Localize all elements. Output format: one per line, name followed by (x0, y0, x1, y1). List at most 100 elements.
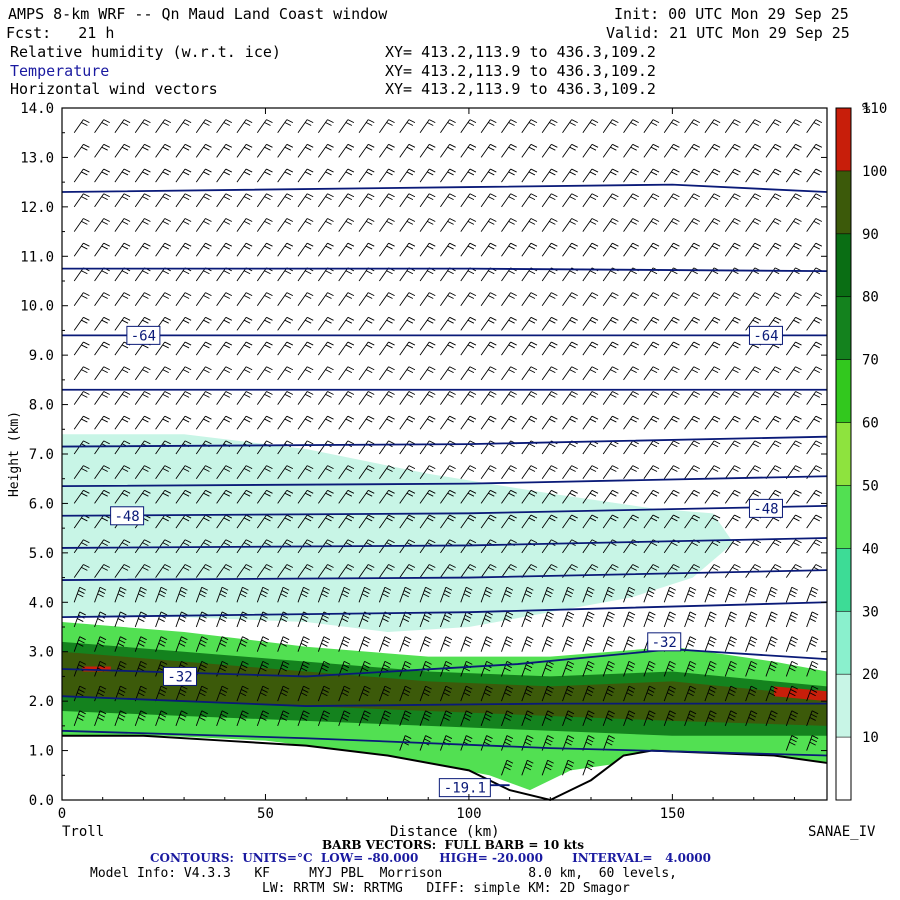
wind-barb-feather (284, 468, 292, 472)
wind-barb-feather (384, 685, 392, 690)
wind-barb (704, 218, 721, 232)
wind-barb (501, 143, 517, 158)
wind-barb-shaft (643, 490, 654, 504)
wind-barb (562, 710, 575, 727)
wind-barb-shaft (663, 218, 674, 232)
wind-barb-feather (203, 220, 210, 225)
wind-barb-shaft (643, 391, 654, 405)
wind-barb (785, 685, 798, 702)
wind-barb-feather (608, 636, 615, 641)
wind-barb-feather (447, 418, 454, 423)
forecast-hour: Fcst: 21 h (6, 24, 115, 42)
wind-barb-feather (425, 685, 432, 690)
wind-barb (643, 292, 660, 306)
wind-barb (378, 586, 392, 603)
wind-barb-feather (730, 611, 737, 616)
wind-barb (704, 366, 721, 381)
wind-barb-feather (327, 489, 334, 494)
wind-barb-shaft (236, 119, 247, 133)
wind-barb (297, 489, 314, 504)
wind-barb-shaft (297, 514, 308, 529)
wind-barb-feather (508, 443, 515, 448)
wind-barb (643, 193, 660, 208)
wind-barb-feather (117, 642, 125, 647)
wind-barb-feather (547, 759, 554, 764)
wind-barb-feather (525, 639, 533, 644)
wind-barb-feather (793, 468, 800, 472)
wind-barb (419, 193, 436, 208)
wind-barb-shaft (297, 564, 308, 578)
wind-barb-feather (386, 220, 393, 225)
wind-barb (785, 636, 798, 652)
wind-barb-feather (730, 586, 737, 591)
wind-barb-feather (449, 489, 456, 494)
wind-barb-feather (652, 242, 660, 247)
wind-barb (684, 341, 700, 356)
wind-barb-feather (123, 489, 131, 494)
wind-barb-feather (368, 292, 375, 297)
wind-barb (195, 119, 212, 133)
wind-barb (297, 316, 314, 331)
wind-barb-shaft (236, 465, 247, 479)
wind-barb-shaft (501, 514, 512, 529)
wind-barb-shaft (134, 539, 145, 554)
wind-barb-shaft (155, 415, 166, 430)
wind-barb-feather (571, 415, 578, 420)
wind-barb-shaft (73, 685, 81, 702)
wind-barb-feather (101, 220, 108, 225)
y-tick-label: 3.0 (29, 645, 54, 661)
wind-barb-shaft (358, 636, 365, 652)
wind-barb-shaft (175, 710, 182, 727)
wind-barb-feather (383, 590, 390, 594)
wind-barb-feather (321, 692, 328, 697)
contour-info: CONTOURS: UNITS=°C LOW= -80.000 HIGH= -2… (150, 851, 712, 865)
wind-barb-shaft (155, 267, 166, 282)
wind-barb (297, 341, 314, 356)
wind-barb (806, 391, 823, 405)
wind-barb-feather (243, 220, 251, 225)
wind-barb-feather (101, 492, 108, 497)
wind-barb (684, 586, 697, 603)
wind-barb-feather (530, 341, 538, 346)
wind-barb (73, 465, 90, 479)
wind-barb-shaft (704, 710, 711, 727)
wind-barb-feather (505, 713, 512, 718)
wind-barb (643, 685, 656, 702)
wind-barb-shaft (419, 267, 430, 282)
wind-barb-feather (483, 593, 491, 598)
wind-barb-feather (673, 242, 680, 247)
wind-barb-shaft (643, 317, 654, 331)
wind-barb-feather (530, 564, 538, 568)
wind-barb-feather (144, 143, 151, 148)
wind-barb-shaft (114, 267, 125, 282)
wind-barb-feather (282, 710, 290, 715)
wind-barb (806, 636, 819, 652)
wind-barb-feather (691, 443, 698, 448)
wind-barb-feather (284, 369, 292, 374)
wind-barb-feather (732, 344, 739, 349)
wind-barb-shaft (358, 193, 369, 208)
wind-barb-feather (488, 517, 495, 522)
wind-barb-feather (693, 366, 700, 371)
wind-barb-shaft (216, 391, 227, 405)
wind-barb-shaft (643, 685, 650, 702)
wind-barb-feather (504, 692, 511, 697)
wind-barb-feather (366, 270, 373, 275)
wind-barb (256, 168, 273, 183)
wind-barb-feather (101, 418, 108, 423)
wind-barb-feather (650, 393, 658, 398)
wind-barb-feather (429, 292, 436, 297)
wind-barb-feather (225, 143, 233, 148)
wind-barb-shaft (745, 440, 756, 455)
wind-barb-shaft (643, 366, 654, 381)
wind-barb-shaft (338, 710, 345, 727)
wind-barb-shaft (440, 636, 447, 652)
wind-barb-shaft (297, 193, 308, 208)
wind-barb (297, 391, 314, 405)
wind-barb (419, 465, 436, 479)
y-tick-label: 11.0 (20, 249, 54, 265)
wind-barb-feather (486, 685, 493, 690)
wind-barb-shaft (582, 636, 589, 652)
wind-barb-feather (199, 692, 206, 697)
wind-barb-shaft (460, 440, 471, 455)
